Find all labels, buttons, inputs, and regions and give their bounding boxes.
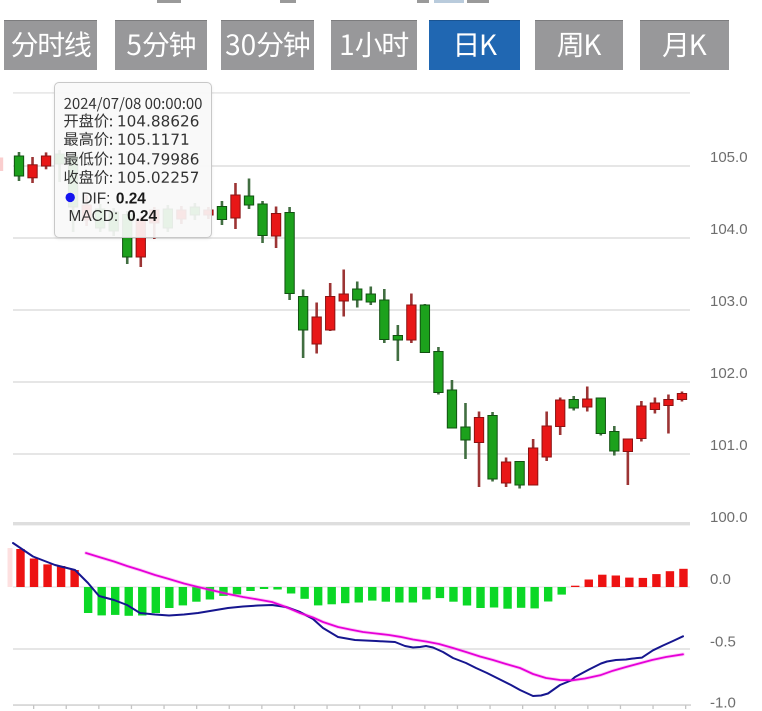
svg-text:0.24: 0.24 <box>116 190 146 207</box>
svg-text:102.0: 102.0 <box>710 365 748 382</box>
svg-text:104.0: 104.0 <box>710 221 748 238</box>
svg-text:0.24: 0.24 <box>127 208 157 225</box>
svg-text:-0.5: -0.5 <box>710 634 736 651</box>
svg-text:105.0: 105.0 <box>710 149 748 166</box>
svg-text:DIF:: DIF: <box>81 190 110 207</box>
svg-text:103.0: 103.0 <box>710 293 748 310</box>
svg-text:101.0: 101.0 <box>710 437 748 454</box>
svg-text:0.0: 0.0 <box>710 571 731 588</box>
svg-text:100.0: 100.0 <box>710 509 748 526</box>
svg-text:-1.0: -1.0 <box>710 695 736 711</box>
svg-text:MACD:: MACD: <box>69 208 119 225</box>
